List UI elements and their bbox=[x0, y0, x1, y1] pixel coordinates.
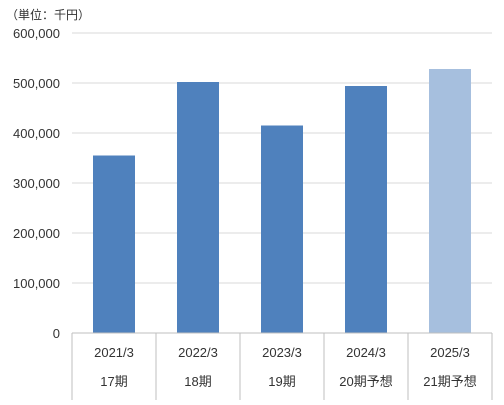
period-label: 17期 bbox=[100, 374, 127, 389]
y-tick-label: 500,000 bbox=[13, 76, 60, 91]
period-label: 20期予想 bbox=[339, 374, 392, 389]
y-tick-label: 300,000 bbox=[13, 176, 60, 191]
y-tick-label: 200,000 bbox=[13, 226, 60, 241]
bar-2 bbox=[177, 82, 219, 333]
period-label: 21期予想 bbox=[423, 374, 476, 389]
bar-4 bbox=[345, 86, 387, 333]
bar-1 bbox=[93, 155, 135, 333]
x-tick-label: 2021/3 bbox=[94, 345, 134, 360]
bars bbox=[93, 69, 471, 333]
x-tick-label: 2025/3 bbox=[430, 345, 470, 360]
period-label: 18期 bbox=[184, 374, 211, 389]
period-label: 19期 bbox=[268, 374, 295, 389]
x-axis: 2021/3 17期 2022/3 18期 2023/3 19期 2024/3 20期予想 20… bbox=[71, 332, 493, 400]
y-tick-label: 400,000 bbox=[13, 126, 60, 141]
bar-5 bbox=[429, 69, 471, 333]
bar-3 bbox=[261, 125, 303, 333]
y-tick-label: 600,000 bbox=[13, 26, 60, 41]
x-tick-label: 2023/3 bbox=[262, 345, 302, 360]
y-tick-label: 100,000 bbox=[13, 276, 60, 291]
y-axis: 0 100,000 200,000 300,000 400,000 500,000 600,… bbox=[13, 26, 60, 341]
x-tick-label: 2022/3 bbox=[178, 345, 218, 360]
unit-label: （単位：千円） bbox=[6, 7, 90, 22]
y-tick-label: 0 bbox=[53, 326, 60, 341]
x-tick-label: 2024/3 bbox=[346, 345, 386, 360]
